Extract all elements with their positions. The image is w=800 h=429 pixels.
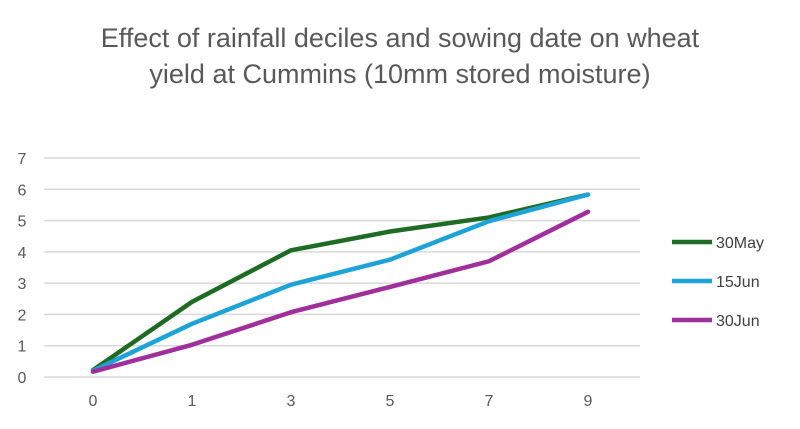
x-tick-label: 3	[287, 393, 296, 410]
series-line-30Jun	[90, 209, 591, 374]
y-tick-label: 4	[18, 245, 27, 262]
legend-label: 30Jun	[716, 313, 760, 330]
series-line-15Jun	[90, 192, 591, 373]
x-tick-label: 0	[89, 393, 98, 410]
legend-label: 30May	[716, 235, 764, 252]
y-tick-label: 6	[18, 182, 27, 199]
x-tick-label: 5	[386, 393, 395, 410]
y-tick-label: 2	[18, 307, 27, 324]
y-tick-label: 1	[18, 339, 27, 356]
y-tick-label: 0	[18, 370, 27, 387]
y-tick-label: 7	[18, 151, 27, 168]
x-tick-label: 1	[188, 393, 197, 410]
y-tick-label: 3	[18, 276, 27, 293]
x-tick-label: 7	[485, 393, 494, 410]
x-tick-label: 9	[584, 393, 593, 410]
series-line-30May	[90, 192, 591, 373]
legend-label: 15Jun	[716, 274, 760, 291]
chart-title: Effect of rainfall deciles and sowing da…	[100, 23, 700, 89]
y-tick-label: 5	[18, 214, 27, 231]
